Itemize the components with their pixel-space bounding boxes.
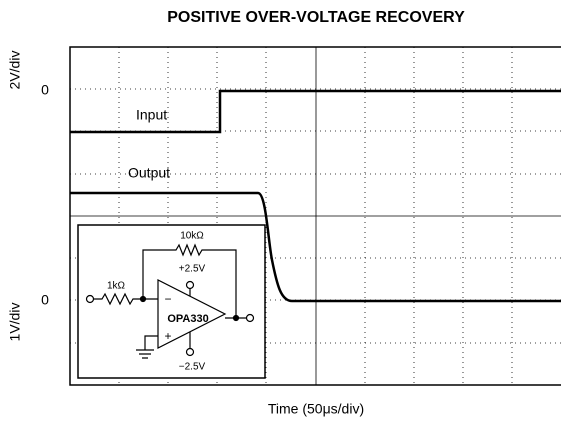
upper-zero: 0 [41,82,49,98]
noninverting-input: + [164,329,171,343]
chart-title: POSITIVE OVER-VOLTAGE RECOVERY [167,9,465,26]
grid [70,47,561,385]
lower-axis-label: 1V/div [7,303,23,342]
upper-axis-label: 2V/div [7,51,23,90]
output-label: Output [128,165,170,181]
plot-frame [69,46,561,386]
input-label: Input [136,107,167,123]
output-trace [70,191,561,303]
negative-supply: −2.5V [179,362,206,373]
input-resistor: 1kΩ [107,281,126,292]
inverting-input: − [164,292,171,306]
feedback-resistor: 10kΩ [180,231,204,242]
amplifier-label: OPA330 [167,313,208,325]
schematic [77,224,266,379]
input-trace [70,89,561,134]
positive-supply: +2.5V [179,264,206,275]
lower-zero: 0 [41,292,49,308]
x-axis-label: Time (50μs/div) [268,401,364,417]
